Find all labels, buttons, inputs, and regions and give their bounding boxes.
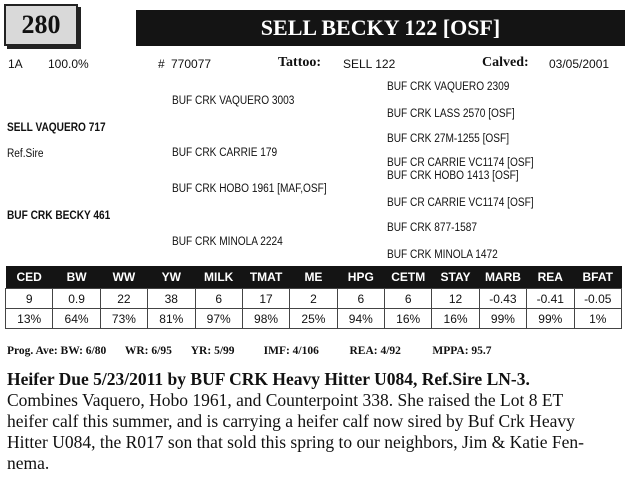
epd-header: STAY: [431, 266, 480, 289]
epd-header: WW: [100, 266, 148, 289]
epd-value: 12: [431, 288, 480, 309]
epd-value: 9: [4, 288, 54, 309]
epd-header: CED: [5, 266, 53, 289]
dam-dam-dam: BUF CRK MINOLA 1472: [387, 249, 498, 261]
epd-header: CETM: [384, 266, 432, 289]
comment-line: heifer calf this summer, and is carrying…: [7, 411, 575, 431]
epd-percentile: 97%: [194, 308, 243, 329]
epd-percentile: 1%: [573, 308, 622, 329]
epd-percentile: 81%: [147, 308, 196, 329]
epd-value: 6: [194, 288, 243, 309]
sire-sire-dam: BUF CRK LASS 2570 [OSF]: [387, 108, 515, 120]
comment-line: nema.: [7, 453, 50, 473]
epd-values-row: 9 0.9 22 38 6 17 2 6 6 12 -0.43 -0.41 -0…: [4, 288, 622, 309]
epd-header: YW: [147, 266, 195, 289]
dam-dam: BUF CRK MINOLA 2224: [172, 236, 283, 248]
dam-sire-sire: BUF CRK HOBO 1413 [OSF]: [387, 170, 519, 182]
progeny-rea: REA: 4/92: [349, 345, 401, 357]
tattoo-label: Tattoo:: [278, 55, 322, 70]
epd-header: ME: [289, 266, 338, 289]
epd-table: CED BW WW YW MILK TMAT ME HPG CETM STAY …: [4, 266, 622, 329]
epd-value: 22: [99, 288, 149, 309]
progeny-yr: YR: 5/99: [190, 345, 235, 357]
epd-value: 17: [241, 288, 291, 309]
animal-id: 1A: [8, 57, 23, 71]
epd-header: TMAT: [242, 266, 290, 289]
epd-percentile: 99%: [526, 308, 575, 329]
epd-header: BW: [52, 266, 101, 289]
sire-dam-dam: BUF CR CARRIE VC1174 [OSF]: [387, 157, 534, 169]
sire-sire-sire: BUF CRK VAQUERO 2309: [387, 81, 510, 93]
epd-value: -0.05: [573, 288, 622, 309]
lot-comment: Heifer Due 5/23/2011 by BUF CRK Heavy Hi…: [7, 369, 622, 474]
epd-value: 6: [336, 288, 386, 309]
calved-label: Calved:: [482, 55, 529, 70]
lot-number: 280: [4, 4, 78, 46]
epd-value: 0.9: [52, 288, 101, 309]
epd-header: REA: [526, 266, 574, 289]
epd-value: 2: [289, 288, 338, 309]
sire-name: SELL VAQUERO 717: [7, 122, 106, 134]
sire-dam: BUF CRK CARRIE 179: [172, 147, 278, 159]
epd-header-row: CED BW WW YW MILK TMAT ME HPG CETM STAY …: [5, 266, 622, 289]
ref-sire-label: Ref.Sire: [7, 148, 44, 160]
epd-value: 38: [147, 288, 196, 309]
progeny-bw: Prog. Ave: BW: 6/80: [7, 345, 107, 357]
dam-name: BUF CRK BECKY 461: [7, 210, 111, 222]
progeny-wr: WR: 6/95: [124, 345, 172, 357]
epd-percentile: 94%: [336, 308, 386, 329]
comment-line: Combines Vaquero, Hobo 1961, and Counter…: [7, 390, 564, 410]
epd-percentile: 16%: [383, 308, 433, 329]
progeny-imf: IMF: 4/106: [263, 345, 319, 357]
epd-percentile: 13%: [4, 308, 54, 329]
epd-header: BFAT: [574, 266, 622, 289]
epd-header: MILK: [195, 266, 243, 289]
dam-sire-dam: BUF CR CARRIE VC1174 [OSF]: [387, 197, 534, 209]
comment-line: Hitter U084, the R017 son that sold this…: [7, 432, 584, 452]
dam-sire: BUF CRK HOBO 1961 [MAF,OSF]: [172, 183, 327, 195]
tattoo-value: SELL 122: [343, 57, 396, 71]
breed-percent: 100.0%: [48, 57, 89, 71]
epd-percentile: 73%: [99, 308, 149, 329]
epd-value: -0.43: [478, 288, 528, 309]
comment-headline: Heifer Due 5/23/2011 by BUF CRK Heavy Hi…: [7, 369, 530, 389]
dam-dam-sire: BUF CRK 877-1587: [387, 222, 478, 234]
epd-header: MARB: [479, 266, 527, 289]
epd-value: 6: [383, 288, 433, 309]
progeny-averages: Prog. Ave: BW: 6/80 WR: 6/95 YR: 5/99 IM…: [7, 345, 492, 357]
sire-dam-sire: BUF CRK 27M-1255 [OSF]: [387, 133, 510, 145]
calved-date: 03/05/2001: [549, 57, 610, 71]
epd-percentile: 98%: [241, 308, 291, 329]
progeny-mppa: MPPA: 95.7: [432, 345, 492, 357]
registration-prefix: #: [158, 57, 165, 71]
sire-sire: BUF CRK VAQUERO 3003: [172, 95, 295, 107]
registration-number: 770077: [171, 57, 212, 71]
epd-header: HPG: [337, 266, 385, 289]
epd-percentile: 25%: [289, 308, 338, 329]
animal-name: SELL BECKY 122 [OSF]: [136, 10, 625, 46]
epd-percentile: 99%: [478, 308, 528, 329]
epd-value: -0.41: [526, 288, 575, 309]
epd-percentile: 64%: [52, 308, 101, 329]
epd-percentile-row: 13% 64% 73% 81% 97% 98% 25% 94% 16% 16% …: [4, 308, 622, 329]
epd-percentile: 16%: [431, 308, 480, 329]
